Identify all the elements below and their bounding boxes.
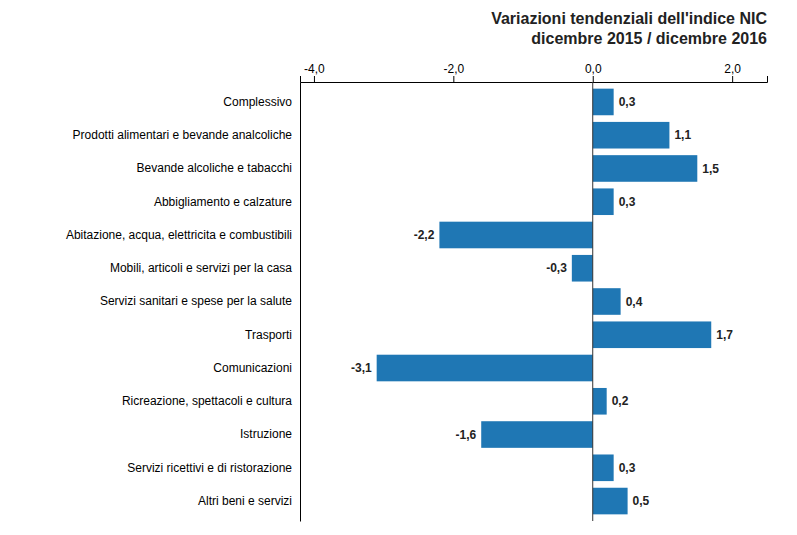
tick: Servizi ricettivi e di ristorazione — [127, 461, 292, 475]
title-line: dicembre 2015 / dicembre 2016 — [531, 30, 767, 47]
axis-line — [300, 83, 301, 522]
y-axis: Complessivo Prodotti alimentari e bevande… — [66, 83, 301, 522]
tick-label: Comunicazioni — [213, 361, 292, 375]
data-label: 1,1 — [674, 128, 691, 142]
tick: Ricreazione, spettacoli e cultura — [122, 394, 292, 408]
tick-label: 2,0 — [724, 62, 741, 76]
tick-mark — [453, 76, 454, 82]
data-label: 1,5 — [702, 162, 719, 176]
tick-label: Complessivo — [223, 95, 292, 109]
data-label: -1,6 — [456, 428, 477, 442]
x-axis: -4,0 -2,0 0,0 2,0 — [301, 62, 768, 83]
bar — [593, 89, 614, 116]
bar — [377, 355, 593, 382]
bar — [593, 122, 670, 149]
data-label: 1,7 — [716, 328, 733, 342]
tick: Complessivo — [223, 95, 292, 109]
bar — [593, 155, 698, 182]
tick-mark — [314, 76, 315, 82]
tick: Prodotti alimentari e bevande analcolich… — [73, 128, 293, 142]
tick-mark — [593, 76, 594, 82]
bar — [593, 454, 614, 481]
tick-label: Altri beni e servizi — [198, 494, 292, 508]
tick: Istruzione — [240, 427, 292, 441]
bar — [439, 222, 592, 249]
bar — [593, 388, 607, 415]
tick: Bevande alcoliche e tabacchi — [137, 161, 292, 175]
tick: Servizi sanitari e spese per la salute — [100, 294, 292, 308]
tick-label: Bevande alcoliche e tabacchi — [137, 161, 292, 175]
tick: -2,0 — [443, 62, 464, 82]
data-label: 0,2 — [612, 394, 629, 408]
data-label: -0,3 — [546, 261, 567, 275]
chart: -4,0 -2,0 0,0 2,0 Complessivo Prodotti alimen… — [0, 0, 797, 535]
tick-label: Abbigliamento e calzature — [154, 195, 292, 209]
tick: 0,0 — [585, 62, 602, 82]
tick-mark — [732, 76, 733, 82]
tick-label: 0,0 — [585, 62, 602, 76]
title: Variazioni tendenziali dell'indice NIC di… — [491, 10, 767, 47]
data-label: -3,1 — [351, 361, 372, 375]
tick: 2,0 — [724, 62, 741, 82]
tick-label: Istruzione — [240, 427, 292, 441]
tick-label: Trasporti — [245, 328, 292, 342]
chart-container: -4,0 -2,0 0,0 2,0 Complessivo Prodotti alimen… — [0, 0, 797, 535]
tick-label: Abitazione, acqua, elettricita e combust… — [66, 228, 292, 242]
tick: Mobili, articoli e servizi per la casa — [110, 261, 292, 275]
bar — [481, 421, 593, 448]
axis-line — [301, 76, 768, 83]
data-label: 0,3 — [619, 95, 636, 109]
tick: -4,0 — [304, 62, 325, 82]
bar — [593, 188, 614, 215]
bars — [377, 89, 712, 515]
tick-label: -2,0 — [443, 62, 464, 76]
tick-label: -4,0 — [304, 62, 325, 76]
tick-label: Ricreazione, spettacoli e cultura — [122, 394, 292, 408]
data-label: 0,4 — [626, 295, 643, 309]
tick: Altri beni e servizi — [198, 494, 292, 508]
bar — [593, 321, 711, 348]
title-line: Variazioni tendenziali dell'indice NIC — [491, 10, 767, 27]
plot: -4,0 -2,0 0,0 2,0 Complessivo Prodotti alimen… — [66, 62, 768, 522]
data-label: 0,5 — [633, 494, 650, 508]
baseline — [592, 82, 593, 521]
tick-label: Mobili, articoli e servizi per la casa — [110, 261, 292, 275]
tick: Abbigliamento e calzature — [154, 195, 292, 209]
data-labels: 0,3 1,1 1,5 0,3 -2,2 -0,3 0,4 1,7 -3,1 0,2 -1,6 0,3… — [351, 95, 733, 508]
tick: Abitazione, acqua, elettricita e combust… — [66, 228, 292, 242]
data-label: 0,3 — [619, 461, 636, 475]
bar — [572, 255, 593, 282]
data-label: 0,3 — [619, 195, 636, 209]
tick-label: Prodotti alimentari e bevande analcolich… — [73, 128, 293, 142]
tick-label: Servizi sanitari e spese per la salute — [100, 294, 292, 308]
tick: Comunicazioni — [213, 361, 292, 375]
data-label: -2,2 — [414, 228, 435, 242]
tick: Trasporti — [245, 328, 292, 342]
tick-label: Servizi ricettivi e di ristorazione — [127, 461, 292, 475]
bar — [593, 488, 628, 515]
bar — [593, 288, 621, 315]
